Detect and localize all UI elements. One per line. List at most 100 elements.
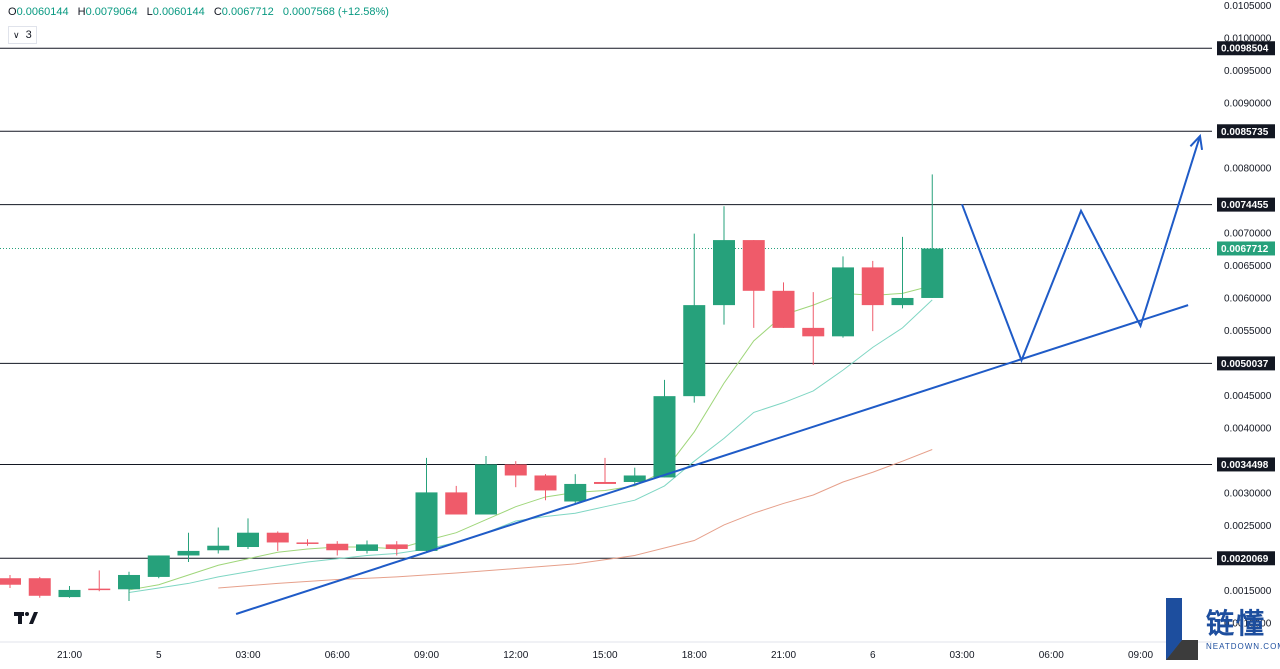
candle [177, 532, 200, 562]
open-label: O [8, 6, 17, 18]
price-tick-label: 0.0080000 [1224, 164, 1272, 175]
candle [832, 256, 854, 338]
candle-body [28, 578, 51, 596]
time-tick-label: 15:00 [592, 650, 617, 661]
high-label: H [77, 6, 86, 18]
time-tick-label: 6 [870, 650, 876, 661]
level-price-badge [1217, 356, 1275, 371]
candle-body [58, 589, 81, 598]
candle [623, 467, 646, 484]
level-price-label: 0.0034498 [1221, 460, 1269, 471]
high-value: 0.0079064 [85, 6, 138, 18]
candle-body [623, 475, 646, 482]
brand-logo-icon [1166, 598, 1198, 660]
price-tick-label: 0.0040000 [1224, 424, 1272, 435]
candle [296, 539, 319, 546]
price-tick-label: 0.0055000 [1224, 326, 1272, 337]
price-tick-label: 0.0015000 [1224, 586, 1272, 597]
candle-body [415, 492, 438, 551]
candle [534, 474, 557, 501]
candle [385, 541, 408, 556]
level-price-label: 0.0098504 [1221, 44, 1269, 55]
candle [415, 457, 438, 553]
close-value: 0.0067712 [221, 6, 274, 18]
candle [861, 260, 884, 332]
projection-arrowhead [1189, 133, 1204, 151]
price-axis: 0.0105000 0.0100000 0.0095000 0.0090000 0.00… [1212, 0, 1280, 665]
candle [802, 292, 825, 365]
time-tick-label: 21:00 [57, 650, 82, 661]
level-price-badge [1217, 457, 1275, 472]
candle [266, 531, 289, 551]
indicators-toggle-button[interactable]: ∨ 3 [8, 26, 37, 44]
candle [58, 586, 81, 598]
candles [0, 174, 944, 601]
candle [237, 518, 259, 549]
candle-body [891, 297, 914, 306]
brand-watermark: 链懂 NEATDOWN.COM [1162, 594, 1280, 664]
candle [891, 236, 914, 309]
time-axis: 21:00 5 03:00 06:00 09:00 12:00 15:00 18:00 21:0… [0, 641, 1212, 661]
candle [653, 379, 676, 478]
candle-body [0, 578, 21, 585]
ohlc-legend: O0.0060144 H0.0079064 L0.0060144 C0.0067… [8, 6, 395, 18]
price-tick-label: 0.0010000 [1224, 619, 1272, 630]
level-price-label: 0.0074455 [1221, 200, 1269, 211]
candle [28, 576, 51, 598]
candle-body [772, 290, 795, 328]
current-price-badge [1217, 241, 1275, 256]
candle [0, 574, 21, 588]
horizontal-levels [0, 47, 1212, 559]
time-tick-label: 21:00 [771, 650, 796, 661]
candle-body [385, 544, 408, 549]
price-tick-label: 0.0105000 [1224, 1, 1272, 12]
candle-body [445, 492, 468, 515]
candle [326, 541, 349, 556]
time-tick-label: 18:00 [682, 650, 707, 661]
level-price-badge [1217, 41, 1275, 56]
projection-path[interactable] [961, 135, 1201, 364]
brand-name: 链懂 [1206, 607, 1267, 640]
candle-body [802, 327, 825, 337]
time-tick-label: 03:00 [235, 650, 260, 661]
candle [683, 233, 706, 403]
candle-body [832, 267, 854, 337]
open-value: 0.0060144 [16, 6, 69, 18]
price-tick-label: 0.0100000 [1224, 34, 1272, 45]
time-tick-label: 09:00 [1128, 650, 1153, 661]
candle [713, 206, 735, 325]
time-tick-label: 12:00 [503, 650, 528, 661]
candle [742, 240, 765, 328]
current-price-label: 0.0067712 [1221, 244, 1269, 255]
candle [772, 282, 795, 328]
candle-body [356, 544, 378, 551]
candle-body [118, 574, 140, 590]
candle-body [475, 464, 497, 515]
candle [475, 455, 497, 515]
low-label: L [146, 6, 153, 18]
candle [921, 174, 944, 298]
candle-body [177, 550, 200, 556]
candle [88, 570, 111, 592]
chevron-down-icon: ∨ [13, 29, 20, 40]
candle [147, 555, 170, 579]
candle [356, 540, 378, 554]
trendline[interactable] [235, 304, 1189, 615]
time-tick-label: 03:00 [949, 650, 974, 661]
candle-body [594, 481, 616, 484]
candle [594, 457, 616, 484]
time-tick-label: 06:00 [1039, 650, 1064, 661]
price-tick-label: 0.0045000 [1224, 391, 1272, 402]
low-value: 0.0060144 [152, 6, 205, 18]
candle-body [713, 240, 735, 306]
price-tick-label: 0.0060000 [1224, 294, 1272, 305]
level-price-label: 0.0085735 [1221, 127, 1269, 138]
level-price-label: 0.0050037 [1221, 359, 1269, 370]
candle-body [296, 542, 319, 544]
price-tick-label: 0.0065000 [1224, 261, 1272, 272]
change-value: 0.0007568 (+12.58%) [282, 6, 389, 18]
candle-body [921, 248, 944, 298]
candle-body [504, 464, 527, 476]
tradingview-logo-icon[interactable] [12, 608, 40, 628]
